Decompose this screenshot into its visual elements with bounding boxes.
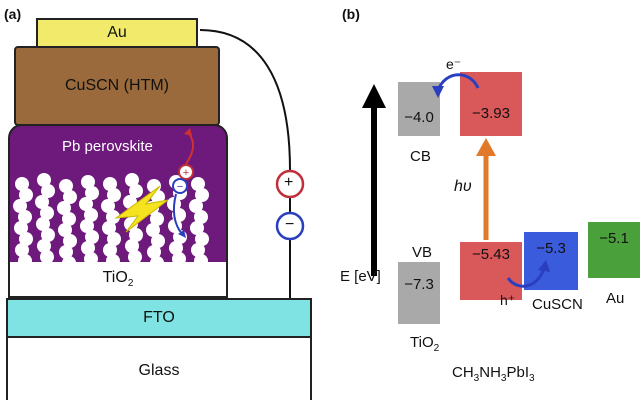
au-value: −5.1	[599, 230, 629, 247]
panel-b-label: (b)	[342, 6, 360, 22]
svg-text:+: +	[183, 167, 189, 179]
hole-charge-icon	[178, 164, 194, 180]
minus-terminal-label: −	[285, 216, 295, 233]
photon-label: hυ	[454, 178, 472, 195]
cuscn-layer-label: CuSCN (HTM)	[65, 77, 169, 94]
vb-label: VB	[412, 244, 433, 261]
hole-label: h⁺	[500, 292, 516, 308]
tio2-cb-box: −4.0	[398, 82, 440, 136]
hole-transfer-arrow	[506, 260, 550, 288]
energy-axis	[362, 84, 386, 276]
tio2-cb-value: −4.0	[404, 108, 434, 126]
perov-vb-box: −5.43	[460, 242, 522, 300]
svg-text:−: −	[177, 181, 183, 193]
perov-vb-value: −5.43	[472, 246, 510, 263]
perovskite-material-label: CH3NH3PbI3	[452, 364, 535, 384]
glass-layer: Glass	[6, 336, 312, 400]
cb-label: CB	[410, 148, 431, 165]
mesoporous-particles: + −	[13, 128, 209, 264]
au-material-label: Au	[606, 290, 625, 307]
tio2-layer: TiO2	[8, 262, 228, 298]
energy-axis-label: E [eV]	[340, 268, 381, 285]
tio2-material-label: TiO2	[410, 334, 440, 354]
au-box: −5.1	[588, 222, 640, 278]
perov-cb-box: −3.93	[460, 72, 522, 136]
au-layer: Au	[36, 18, 198, 48]
cuscn-material-label: CuSCN	[532, 296, 583, 313]
fto-layer: FTO	[6, 298, 312, 338]
cuscn-layer: CuSCN (HTM)	[14, 46, 220, 126]
tio2-layer-label: TiO2	[102, 268, 134, 290]
au-layer-label: Au	[107, 24, 127, 41]
electron-transfer-arrow	[432, 73, 480, 98]
panel-a-label: (a)	[4, 6, 22, 22]
fto-layer-label: FTO	[143, 309, 175, 326]
perovskite-layer-label: Pb perovskite	[62, 138, 153, 155]
electron-charge-icon	[172, 178, 188, 194]
photon-excitation-arrow	[476, 138, 496, 240]
perov-cb-value: −3.93	[472, 104, 510, 122]
circuit-terminals	[275, 169, 305, 241]
cuscn-box: −5.3	[524, 232, 578, 290]
electron-label: e⁻	[446, 56, 462, 72]
external-circuit	[199, 29, 291, 300]
tio2-vb-value: −7.3	[404, 276, 434, 293]
cuscn-value: −5.3	[536, 240, 566, 257]
plus-terminal-label: +	[284, 174, 294, 191]
light-bolt-icon	[114, 185, 169, 233]
tio2-vb-box: −7.3	[398, 262, 440, 324]
glass-layer-label: Glass	[138, 362, 180, 379]
